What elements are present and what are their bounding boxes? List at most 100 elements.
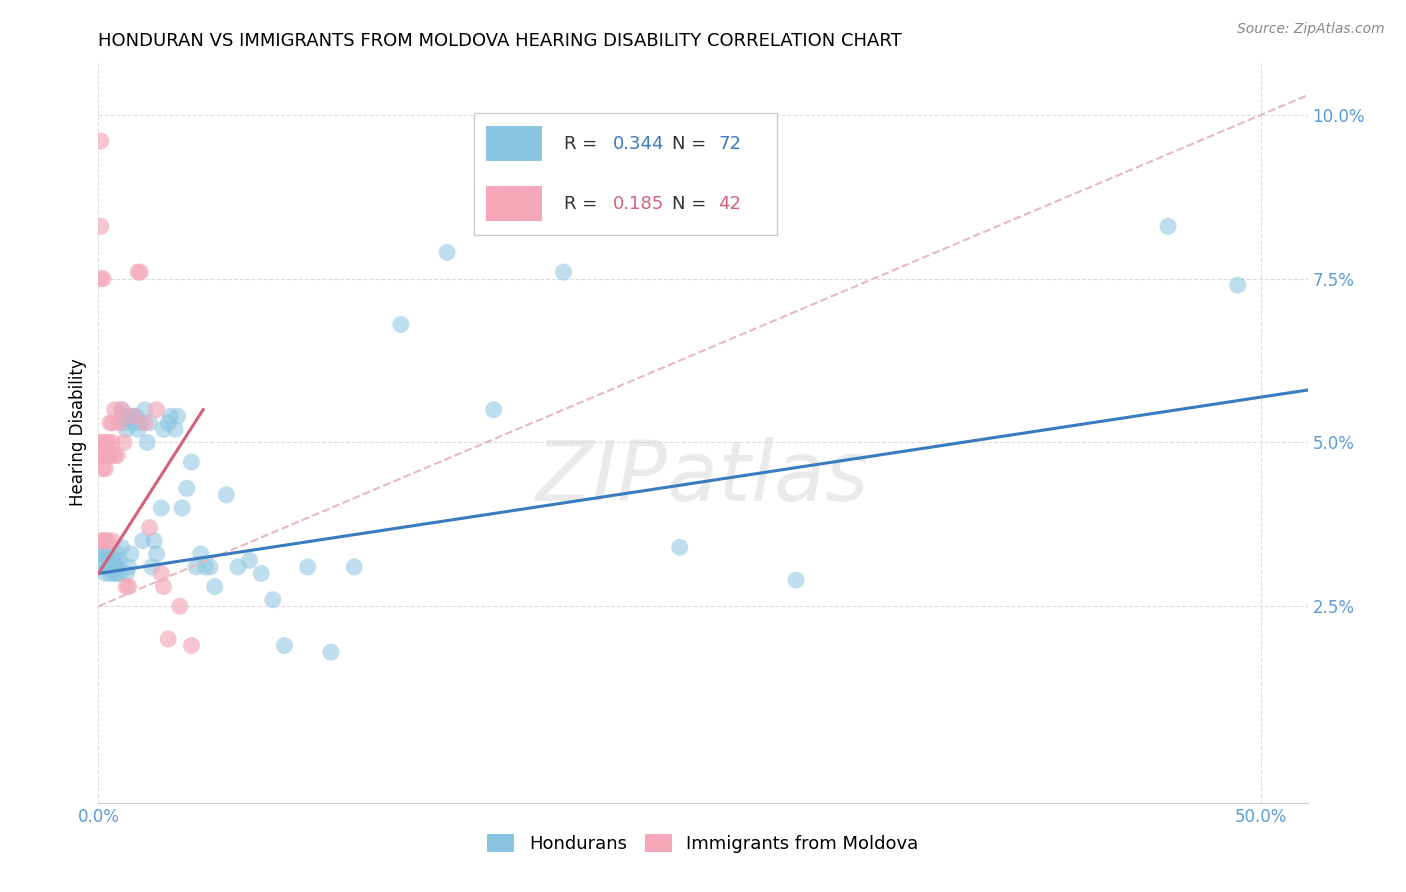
Point: [98, 566, 121, 581]
Point: [118, 580, 141, 594]
Point: [250, 566, 273, 581]
Point: [172, 500, 194, 515]
Point: [94, 553, 117, 567]
Bar: [486, 186, 543, 221]
Point: [152, 422, 174, 436]
Point: [105, 449, 128, 463]
Point: [204, 580, 226, 594]
Point: [1157, 219, 1180, 234]
Point: [127, 265, 149, 279]
Point: [97, 533, 120, 548]
Point: [343, 560, 366, 574]
Point: [138, 521, 160, 535]
Point: [129, 416, 152, 430]
Point: [98, 553, 121, 567]
Point: [101, 533, 124, 548]
Point: [101, 435, 124, 450]
Point: [111, 402, 134, 417]
Point: [262, 592, 284, 607]
Point: [108, 416, 131, 430]
Point: [112, 416, 135, 430]
Point: [104, 560, 127, 574]
Point: [159, 409, 181, 424]
Point: [94, 435, 117, 450]
Point: [94, 566, 117, 581]
Point: [104, 553, 127, 567]
Point: [180, 455, 202, 469]
Point: [94, 461, 117, 475]
Point: [112, 409, 135, 424]
Point: [115, 566, 138, 581]
Point: [145, 402, 167, 417]
Point: [143, 533, 166, 548]
Text: ZIPatlas: ZIPatlas: [536, 436, 870, 517]
Point: [165, 422, 187, 436]
Point: [226, 560, 249, 574]
Point: [104, 449, 127, 463]
Text: Source: ZipAtlas.com: Source: ZipAtlas.com: [1237, 22, 1385, 37]
Point: [122, 416, 145, 430]
Text: N =: N =: [672, 135, 711, 153]
Point: [90, 533, 112, 548]
Point: [157, 416, 180, 430]
Point: [297, 560, 319, 574]
Point: [97, 560, 120, 574]
Point: [91, 461, 114, 475]
Point: [90, 271, 112, 285]
Point: [108, 566, 131, 581]
Point: [482, 402, 505, 417]
Point: [111, 402, 134, 417]
Point: [90, 219, 112, 234]
Point: [91, 271, 114, 285]
Point: [668, 541, 690, 555]
Point: [90, 435, 112, 450]
Text: R =: R =: [564, 195, 609, 213]
Point: [124, 409, 146, 424]
Point: [436, 245, 458, 260]
Text: 72: 72: [718, 135, 741, 153]
Point: [127, 422, 149, 436]
Text: HONDURAN VS IMMIGRANTS FROM MOLDOVA HEARING DISABILITY CORRELATION CHART: HONDURAN VS IMMIGRANTS FROM MOLDOVA HEAR…: [98, 32, 903, 50]
Point: [90, 547, 112, 561]
Point: [101, 553, 124, 567]
Point: [136, 435, 159, 450]
Point: [97, 449, 120, 463]
Point: [101, 416, 124, 430]
Point: [190, 547, 212, 561]
Point: [319, 645, 342, 659]
Point: [145, 547, 167, 561]
Point: [105, 566, 128, 581]
Point: [389, 318, 412, 332]
Point: [98, 449, 121, 463]
Point: [94, 533, 117, 548]
Point: [91, 547, 114, 561]
Point: [91, 435, 114, 450]
Point: [101, 560, 124, 574]
Point: [184, 560, 207, 574]
Point: [122, 409, 145, 424]
Legend: Hondurans, Immigrants from Moldova: Hondurans, Immigrants from Moldova: [479, 827, 927, 861]
Point: [176, 481, 198, 495]
Bar: [486, 127, 543, 161]
Point: [94, 449, 117, 463]
Point: [115, 422, 138, 436]
Point: [97, 435, 120, 450]
Point: [129, 265, 152, 279]
Text: 0.185: 0.185: [613, 195, 665, 213]
Point: [194, 560, 217, 574]
Point: [90, 449, 112, 463]
Point: [150, 566, 173, 581]
Text: R =: R =: [564, 135, 603, 153]
Point: [90, 134, 112, 148]
Text: 0.344: 0.344: [613, 135, 665, 153]
Point: [122, 409, 145, 424]
Y-axis label: Hearing Disability: Hearing Disability: [69, 359, 87, 507]
Point: [785, 573, 807, 587]
Point: [134, 402, 156, 417]
Point: [98, 416, 121, 430]
Point: [111, 541, 134, 555]
Point: [91, 560, 114, 574]
Point: [98, 560, 121, 574]
Point: [239, 553, 262, 567]
Point: [131, 533, 153, 548]
